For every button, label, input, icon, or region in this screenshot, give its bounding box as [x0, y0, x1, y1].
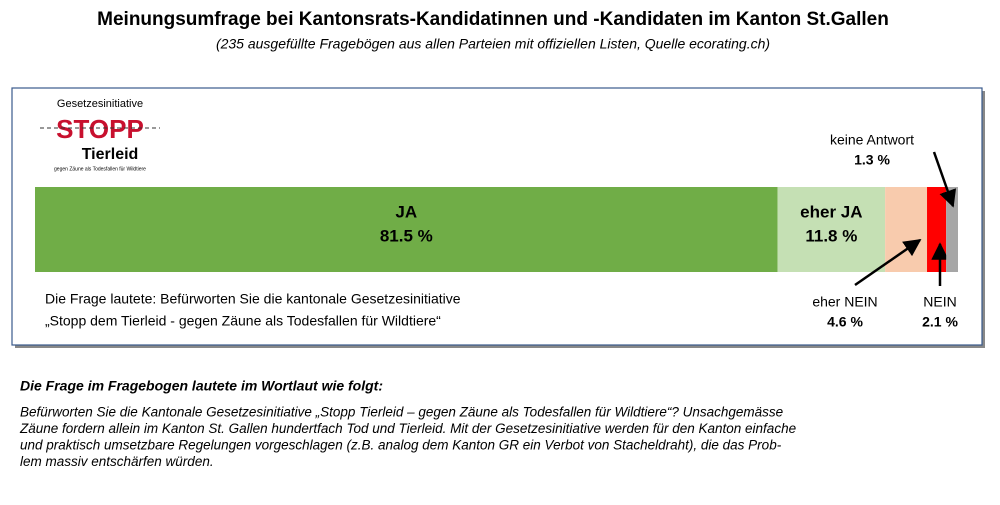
footnote-heading: Die Frage im Fragebogen lautete im Wortl…: [20, 378, 383, 394]
segment-label: keine Antwort: [830, 132, 914, 148]
question: Die Frage lautete: Befürworten Sie die k…: [45, 291, 461, 307]
logo-tagline: gegen Zäune als Todesfallen für Wildtier…: [54, 166, 146, 172]
bar-segment: [35, 187, 778, 272]
segment-label: eher JA: [800, 202, 862, 221]
footnote: Befürworten Sie die Kantonale Gesetzesin…: [19, 405, 796, 470]
footnote-line: Zäune fordern allein im Kanton St. Galle…: [19, 421, 796, 436]
chart-subtitle: (235 ausgefüllte Fragebögen aus allen Pa…: [216, 36, 770, 52]
footnote-line: und praktisch umsetzbare Regelungen vorg…: [20, 438, 782, 453]
logo-word: Tierleid: [82, 146, 139, 163]
label-arrow: [854, 238, 922, 287]
value-label: 2.1 %: [922, 314, 958, 330]
footnote-line: Befürworten Sie die Kantonale Gesetzesin…: [20, 405, 783, 420]
segment-label: JA: [395, 202, 417, 221]
logo-word: STOPP: [56, 114, 144, 144]
bar-segment: [927, 187, 947, 272]
segment-label: eher NEIN: [812, 294, 877, 310]
value-label: 81.5 %: [380, 226, 433, 245]
bar-segment: [946, 187, 958, 272]
label-arrow: [932, 151, 957, 208]
chart-title: Meinungsumfrage bei Kantonsrats-Kandidat…: [97, 9, 889, 30]
bar-segment: [777, 187, 886, 272]
value-label: 11.8 %: [805, 226, 857, 245]
value-label: 1.3 %: [854, 152, 890, 168]
logo-caption: Gesetzesinitiative: [57, 98, 143, 110]
segment-label: NEIN: [923, 294, 956, 310]
footnote-line: lem massiv entschärfen würden.: [20, 454, 214, 469]
value-label: 4.6 %: [827, 314, 863, 330]
question: „Stopp dem Tierleid - gegen Zäune als To…: [45, 313, 441, 329]
